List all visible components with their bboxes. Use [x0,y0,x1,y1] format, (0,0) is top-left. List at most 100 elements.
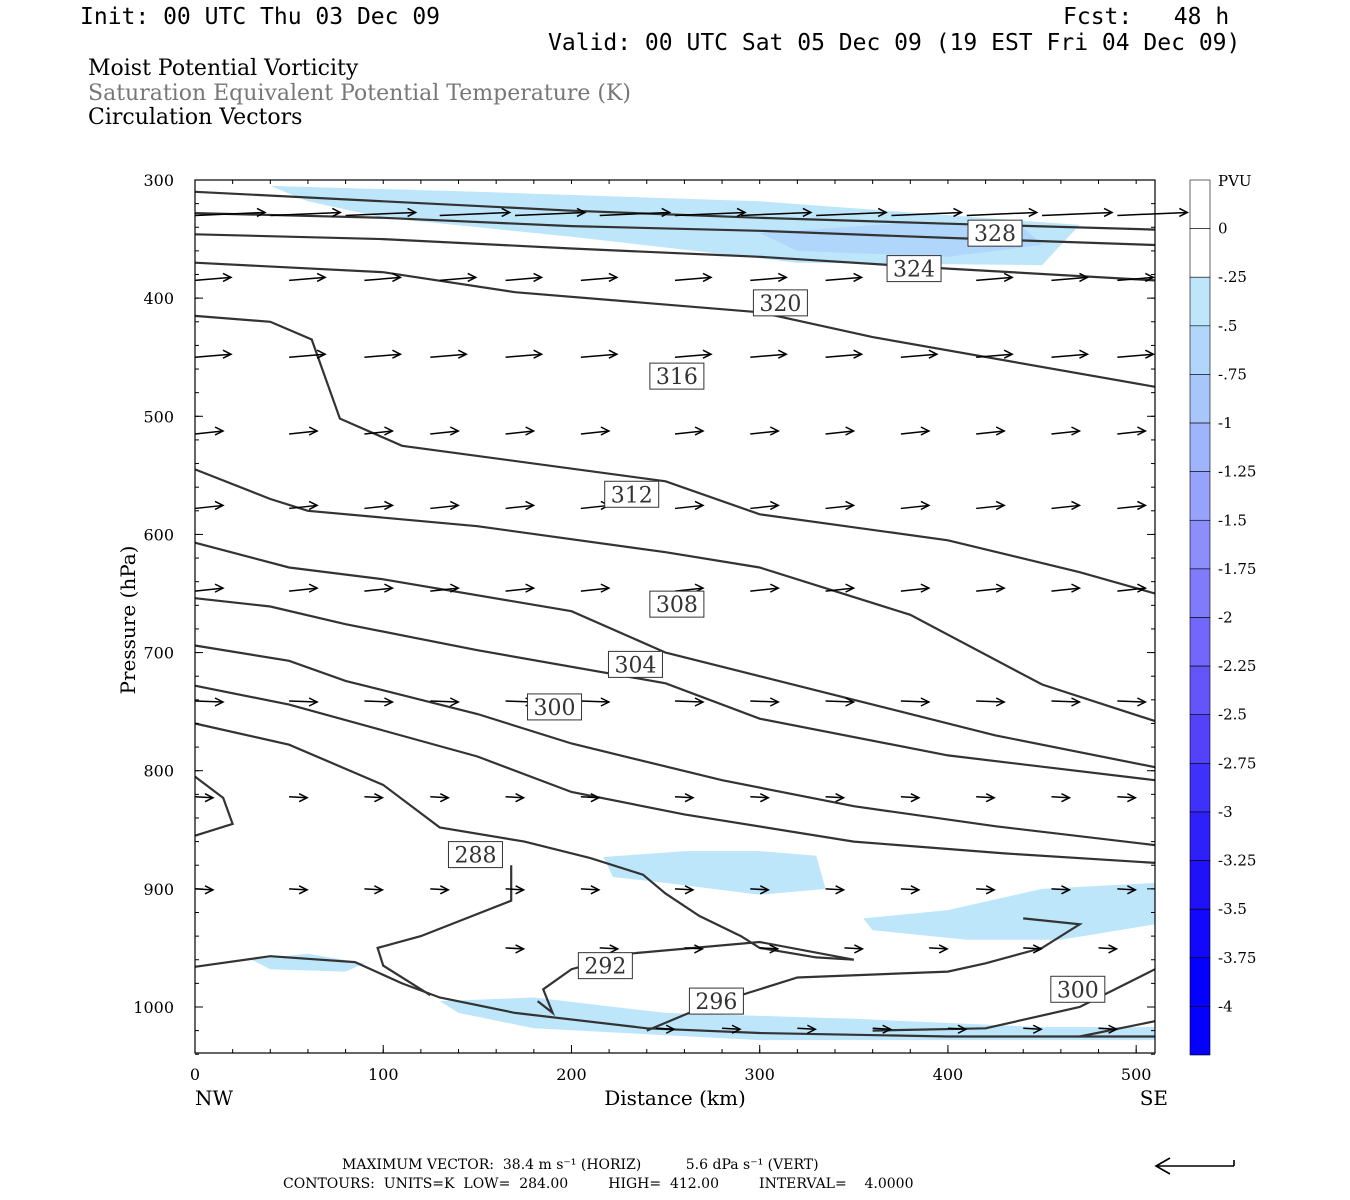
vector-arrow [1023,944,1043,954]
vector-head [204,793,215,803]
vector-arrow [505,944,526,954]
vector-arrow [750,697,780,707]
vector-shaft [674,795,694,799]
vector-arrow [194,583,225,593]
vector-arrow [345,207,418,218]
contour-label-text: 320 [759,292,801,317]
contour-label-text: 328 [974,222,1016,247]
vector-shaft [674,888,694,891]
vector-head [392,272,403,283]
vector-shaft [599,211,670,217]
colorbar-label: -2.5 [1218,706,1247,724]
vector-arrow [194,885,215,895]
vector-shaft [364,587,393,592]
contour-label-box [752,289,808,317]
vector-arrow [430,426,460,436]
vector-shaft [825,430,854,435]
vector-arrow [194,272,233,283]
vector-shaft [900,353,937,358]
vector-arrow [844,944,865,954]
vector-arrow [891,207,964,218]
vector-shaft [1098,1027,1117,1031]
vector-shaft [364,700,393,703]
vector-shaft [1051,430,1080,435]
contour-line-low-1 [194,775,235,837]
vector-head [457,349,468,359]
vector-arrow [976,426,1006,436]
contour-info: CONTOURS: UNITS=K LOW= 284.00 HIGH= 412.… [283,1176,914,1192]
vector-head [298,793,309,803]
vector-arrow [1098,944,1119,954]
vector-shaft [740,211,811,217]
colorbar-label: -4 [1218,997,1233,1015]
colorbar-swatch [1189,665,1211,716]
vector-head [384,583,395,593]
vector-shaft [1023,947,1042,950]
vector-arrow [759,944,780,954]
vector-head [308,697,319,707]
contour-label-288: 288 [447,841,503,869]
vector-head [576,207,587,218]
vector-head [702,272,713,283]
vector-arrow [976,349,1014,359]
vector-shaft [1042,211,1113,217]
vector-shaft [1051,504,1080,510]
vector-arrow [1117,793,1138,803]
vector-head [316,272,327,283]
vector-arrow [580,793,601,803]
vector-arrow [674,793,695,803]
contour-line-low-0 [194,955,1155,1038]
x-tick-label: 400 [933,1065,964,1084]
contour-label-box [1050,975,1106,1003]
colorbar-label: -1.25 [1218,463,1256,481]
vector-arrow [740,207,813,218]
vector-shaft [976,888,995,891]
vector-shaft [599,947,618,950]
vector-head [845,583,856,593]
vector-arrow [1051,272,1090,283]
vector-head [384,500,395,511]
vector-shaft [505,947,524,950]
vector-arrow [505,583,536,593]
vector-shaft [364,795,383,799]
vector-shaft [825,587,854,592]
vector-head [525,583,536,593]
vector-shaft [289,888,308,891]
vector-shaft [900,430,929,435]
vector-head [533,272,544,283]
vector-head [308,583,319,593]
vector-shaft [289,587,318,592]
vector-head [609,944,620,954]
contour-label-316: 316 [649,362,705,390]
contour-label-312: 312 [604,480,660,508]
vector-arrow [900,426,931,436]
vector-shaft [1117,211,1188,217]
vector-head [515,944,526,954]
vector-head [214,426,225,436]
contour-line-2 [194,233,1156,282]
vector-arrow [364,885,385,895]
contour-label-320: 320 [752,289,808,317]
vector-arrow [580,697,611,707]
vector-arrow [1051,426,1082,436]
pv-region-4 [251,953,365,972]
colorbar-label: -2.75 [1218,754,1256,772]
vector-arrow [364,583,395,593]
vector-arrow [580,272,619,283]
vector-arrow [825,272,864,283]
vector-arrow [289,349,327,359]
vector-head [1108,944,1119,954]
x-end-label-left: NW [195,1086,234,1110]
axes: 0 100 200 300 400 500 300 400 500 600 700 800 900 100… [116,171,1168,1110]
vector-shaft [976,587,1005,592]
max-vector-note: MAXIMUM VECTOR: 38.4 m s⁻¹ (HORIZ) 5.6 d… [342,1157,819,1173]
vector-head [769,426,780,436]
vector-shaft [674,211,746,217]
colorbar-label: -.75 [1218,365,1247,383]
vector-shaft [947,1027,966,1031]
contour-line-8 [194,644,1156,847]
x-tick-label: 500 [1121,1065,1152,1084]
contour-label-292: 292 [577,952,633,980]
vector-shaft [900,504,929,510]
vector-head [515,885,526,895]
